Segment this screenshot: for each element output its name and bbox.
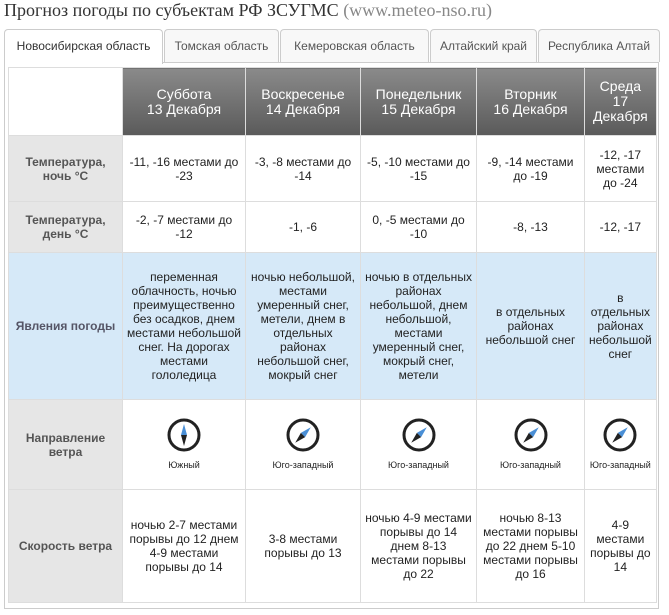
- wind-compass: [167, 418, 201, 452]
- forecast-panel: Суббота 13 Декабря Воскресенье 14 Декабря По…: [4, 62, 659, 609]
- table-row: Направление ветра Южный Юго-западный Юго-за…: [8, 399, 657, 490]
- table-cell: -5, -10 местами до -15: [360, 135, 477, 202]
- row-label: Температура, ночь °C: [8, 135, 123, 202]
- wind-compass: [286, 418, 320, 452]
- wind-cell: Юго-западный: [584, 399, 657, 490]
- forecast-table: Суббота 13 Декабря Воскресенье 14 Декабря По…: [8, 67, 657, 603]
- day-date: 15 Декабря: [381, 100, 456, 117]
- tab[interactable]: Томская область: [164, 29, 279, 62]
- table-row: Явления погоды переменная облачность, ноч…: [8, 252, 657, 400]
- table-cell: в отдельных районах небольшой снег: [584, 252, 657, 400]
- table-row: Температура, день °C -2, -7 местами до -1…: [8, 201, 657, 253]
- day-name: Понедельник: [375, 85, 462, 102]
- table-cell: -12, -17 местами до -24: [584, 135, 657, 202]
- table-cell: -9, -14 местами до -19: [476, 135, 585, 202]
- table-cell: -8, -13: [476, 201, 585, 253]
- tab[interactable]: Новосибирская область: [4, 29, 163, 64]
- day-date: 17 Декабря: [592, 93, 648, 124]
- page-title: Прогноз погоды по субъектам РФ ЗСУГМС (w…: [4, 0, 492, 21]
- header-row: Суббота 13 Декабря Воскресенье 14 Декабря По…: [8, 67, 657, 136]
- table-cell: в отдельных районах небольшой снег: [476, 252, 585, 400]
- table-cell: ночью небольшой, местами умеренный снег,…: [245, 252, 361, 400]
- wind-compass: [514, 418, 547, 452]
- day-header: Понедельник 15 Декабря: [360, 67, 477, 136]
- wind-compass: [402, 418, 435, 452]
- title: Прогноз погоды по субъектам РФ ЗСУГМС: [4, 0, 339, 20]
- table-cell: ночью 2-7 местами порывы до 12 днем 4-9 …: [122, 489, 246, 603]
- table-cell: -2, -7 местами до -12: [122, 201, 246, 253]
- day-date: 13 Декабря: [146, 100, 222, 117]
- row-label: Направление ветра: [8, 399, 123, 490]
- wind-cell: Юго-западный: [360, 399, 477, 490]
- day-header: Воскресенье 14 Декабря: [245, 67, 361, 136]
- tab[interactable]: Алтайский край: [430, 29, 537, 62]
- day-name: Суббота: [156, 85, 212, 102]
- wind-direction: Юго-западный: [500, 460, 561, 470]
- table-cell: -12, -17: [584, 201, 657, 253]
- wind-direction: Юго-западный: [388, 460, 449, 470]
- table-cell: -1, -6: [245, 201, 361, 253]
- day-header: Суббота 13 Декабря: [122, 67, 246, 136]
- day-header: Среда 17 Декабря: [584, 67, 657, 136]
- table-row: Скорость ветра ночью 2-7 местами порывы д…: [8, 489, 657, 603]
- row-label: Скорость ветра: [8, 489, 123, 603]
- wind-direction: Юго-западный: [589, 460, 651, 470]
- tab[interactable]: Республика Алтай: [538, 29, 660, 62]
- table-cell: переменная облачность, ночью преимуществ…: [122, 252, 246, 400]
- day-date: 16 Декабря: [493, 100, 568, 117]
- day-header: Вторник 16 Декабря: [476, 67, 585, 136]
- site-link[interactable]: (www.meteo-nso.ru): [343, 0, 492, 20]
- wind-cell: Юго-западный: [245, 399, 361, 490]
- table-cell: 3-8 местами порывы до 13: [245, 489, 361, 603]
- table-cell: 4-9 местами порывы до 14: [584, 489, 657, 603]
- day-name: Среда: [599, 78, 642, 94]
- wind-cell: Южный: [122, 399, 246, 490]
- table-cell: ночью 4-9 местами порывы до 14 днем 8-13…: [360, 489, 477, 603]
- corner-cell: [8, 67, 123, 136]
- wind-direction: Южный: [168, 460, 200, 470]
- table-cell: -11, -16 местами до -23: [122, 135, 246, 202]
- row-label: Температура, день °C: [8, 201, 123, 253]
- wind-cell: Юго-западный: [476, 399, 585, 490]
- day-name: Вторник: [504, 85, 557, 102]
- wind-direction: Юго-западный: [272, 460, 334, 470]
- tab[interactable]: Кемеровская область: [280, 29, 429, 62]
- table-cell: 0, -5 местами до -10: [360, 201, 477, 253]
- table-cell: ночью в отдельных районах небольшой, дне…: [360, 252, 477, 400]
- row-label: Явления погоды: [8, 252, 123, 400]
- wind-compass: [603, 418, 637, 452]
- day-name: Воскресенье: [261, 85, 345, 102]
- table-cell: -3, -8 местами до -14: [245, 135, 361, 202]
- day-date: 14 Декабря: [265, 100, 341, 117]
- table-cell: ночью 8-13 местами порывы до 22 днем 5-1…: [476, 489, 585, 603]
- table-row: Температура, ночь °C -11, -16 местами до …: [8, 135, 657, 202]
